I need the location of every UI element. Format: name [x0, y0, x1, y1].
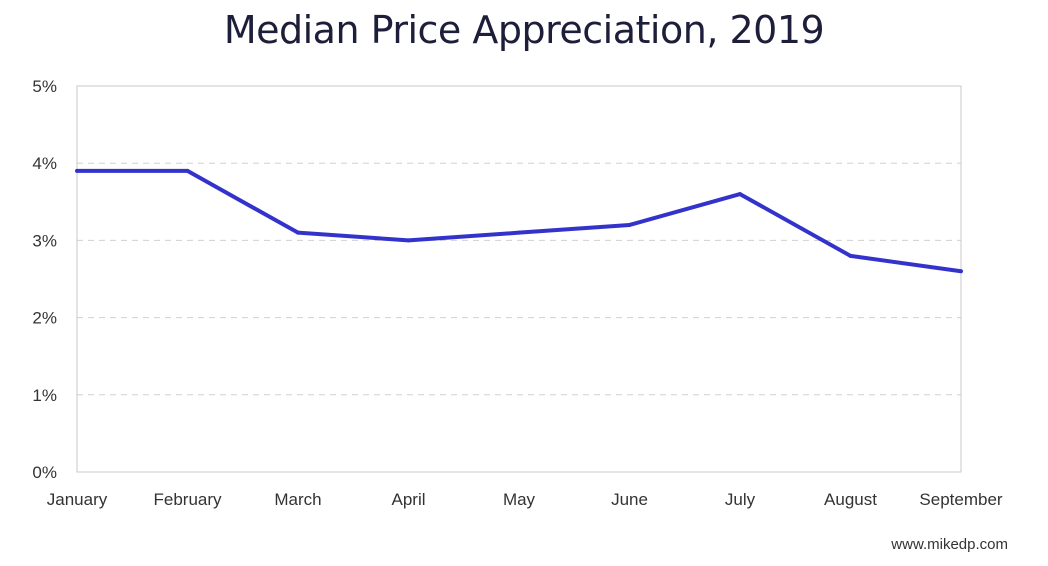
y-tick-label: 2% [32, 309, 57, 328]
y-axis-ticks: 0% 1% 2% 3% 4% 5% [32, 77, 57, 482]
chart-title: Median Price Appreciation, 2019 [223, 8, 825, 52]
data-point [517, 230, 521, 235]
plot-frame [76, 85, 962, 473]
x-tick-label: July [725, 490, 756, 509]
data-point [627, 222, 632, 227]
source-credit: www.mikedp.com [891, 536, 1008, 553]
x-tick-label: May [503, 490, 536, 509]
x-tick-label: February [153, 490, 222, 509]
data-point [75, 168, 79, 173]
y-tick-label: 0% [32, 463, 57, 482]
series-lines [75, 168, 963, 274]
data-point [848, 253, 853, 258]
y-tick-label: 3% [32, 231, 57, 250]
data-point [185, 168, 190, 173]
x-tick-label: June [611, 490, 648, 509]
series-line [77, 168, 962, 274]
y-tick-label: 1% [32, 386, 57, 405]
data-point [959, 269, 963, 274]
x-axis-ticks: January February March April May June July Augu… [47, 490, 1003, 509]
y-tick-label: 4% [32, 154, 57, 173]
data-point [738, 192, 742, 197]
x-tick-label: April [391, 490, 425, 509]
data-point [406, 238, 411, 243]
x-tick-label: August [824, 490, 877, 509]
data-point [296, 230, 300, 235]
x-tick-label: January [47, 490, 108, 509]
x-tick-label: September [919, 490, 1002, 509]
gridlines [77, 162, 961, 396]
y-tick-label: 5% [32, 77, 57, 96]
x-tick-label: March [274, 490, 321, 509]
